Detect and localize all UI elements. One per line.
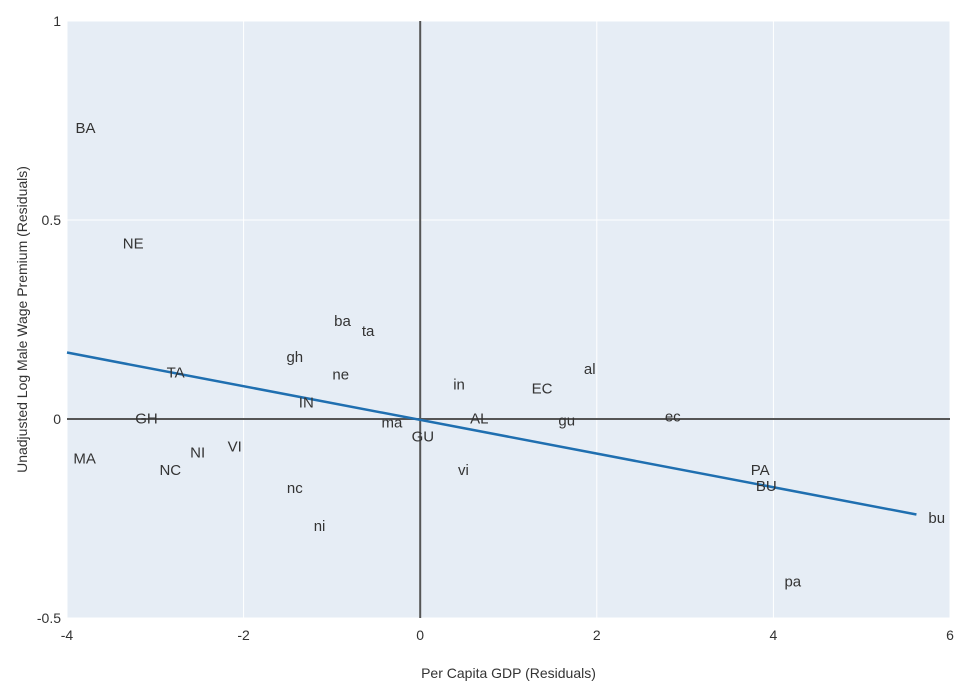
x-tick-label: -2 [237,627,250,643]
tick-labels: -4 -2 0 2 4 6 -0.5 0 0.5 1 [37,13,954,643]
fit-line [66,351,917,516]
point-label-ne: ne [332,367,349,384]
point-label-pa: pa [784,574,801,591]
point-label-TA: TA [167,365,185,382]
x-tick-label: 2 [593,627,601,643]
x-tick-label: -4 [61,627,74,643]
point-label-AL: AL [470,411,488,428]
point-label-NI: NI [190,444,205,461]
grid-lines [66,20,951,619]
zero-lines [67,21,950,618]
point-label-ba: ba [334,313,351,330]
y-tick-label: 0 [53,411,61,427]
point-label-NE: NE [123,235,144,252]
point-label-GH: GH [135,411,158,428]
point-label-ta: ta [362,323,375,340]
point-label-gh: gh [286,349,303,366]
point-label-gu: gu [558,412,575,429]
x-tick-label: 0 [416,627,424,643]
point-label-EC: EC [532,381,553,398]
point-label-PA: PA [751,462,770,479]
point-label-IN: IN [299,395,314,412]
point-label-al: al [584,361,596,378]
point-label-NC: NC [159,462,181,479]
x-axis-title: Per Capita GDP (Residuals) [421,665,596,681]
point-label-BU: BU [756,478,777,495]
point-label-VI: VI [228,438,242,455]
plot-area [67,21,950,618]
point-label-in: in [453,377,465,394]
y-tick-label: 1 [53,13,61,29]
y-axis-title: Unadjusted Log Male Wage Premium (Residu… [14,166,30,473]
y-tick-label: -0.5 [37,610,61,626]
fit-line-group [66,351,917,516]
point-label-MA: MA [73,450,96,467]
point-label-ni: ni [314,518,326,535]
point-label-bu: bu [928,510,945,527]
point-label-vi: vi [458,462,469,479]
y-tick-label: 0.5 [42,212,62,228]
x-tick-label: 6 [946,627,954,643]
point-label-GU: GU [412,428,435,445]
x-tick-label: 4 [770,627,778,643]
point-label-ma: ma [382,414,403,431]
point-label-ec: ec [665,409,681,426]
point-label-BA: BA [76,120,96,137]
point-label-nc: nc [287,480,303,497]
